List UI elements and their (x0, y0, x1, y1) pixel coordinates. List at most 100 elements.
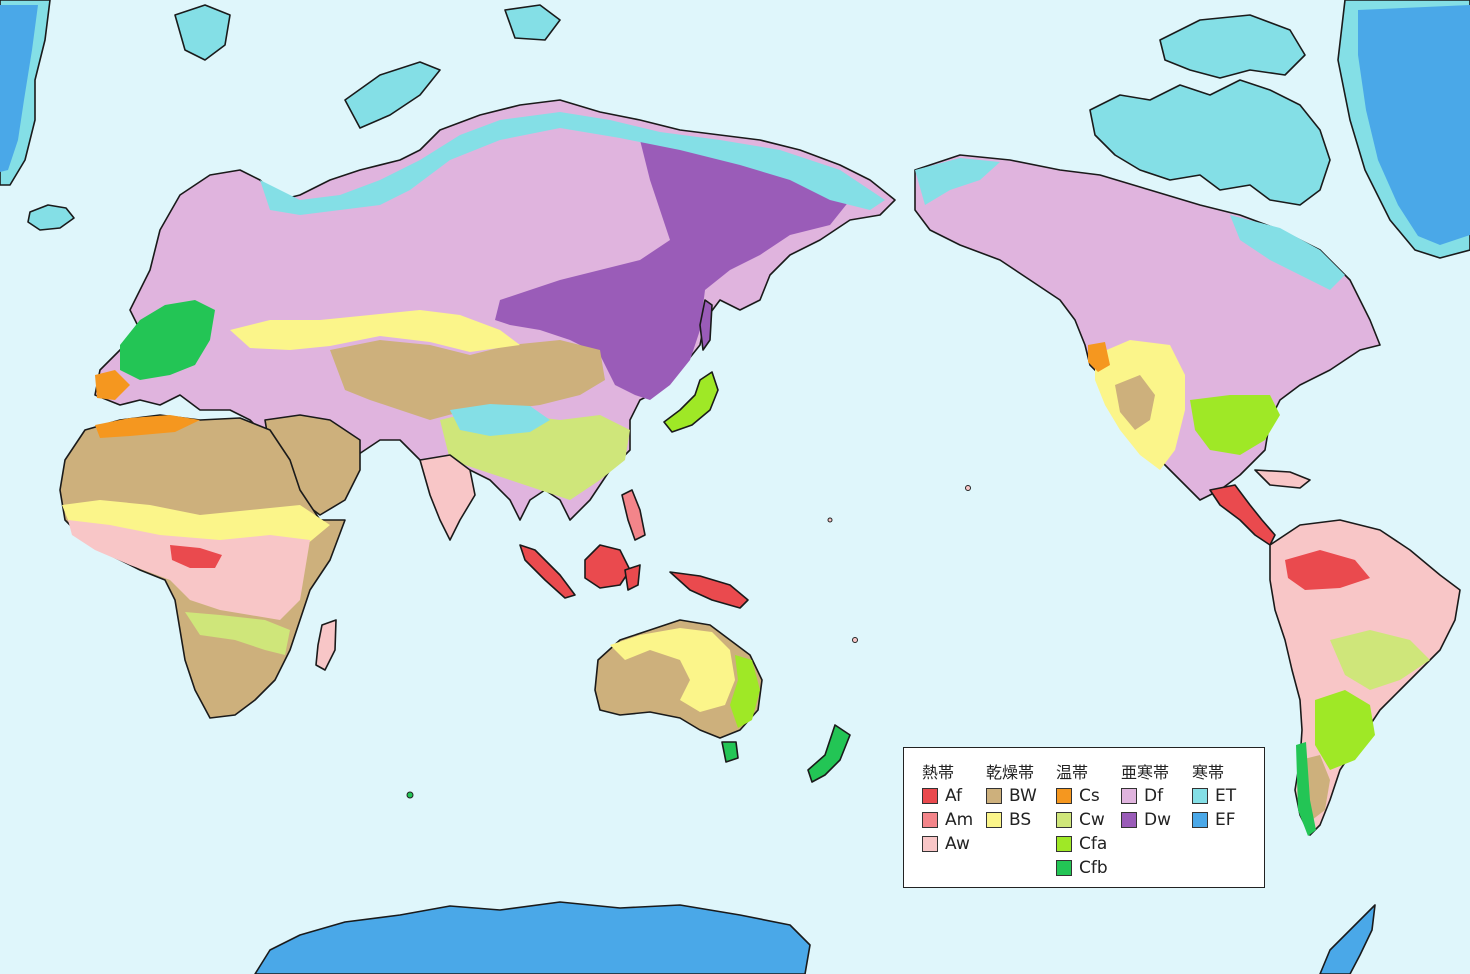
philippines (621, 489, 646, 541)
legend-entry: Am (922, 808, 973, 832)
pacific-island (827, 517, 833, 523)
central-america (1209, 484, 1276, 546)
legend-code: BW (1009, 786, 1037, 806)
legend-swatch (986, 788, 1002, 804)
legend-group-title: 寒帯 (1192, 763, 1225, 782)
new-guinea (669, 571, 749, 609)
legend-group-title: 乾燥帯 (986, 763, 1035, 782)
zone-dw-eurasia (495, 140, 850, 400)
legend-group: 熱帯 Af Am Aw (922, 762, 973, 856)
tasmania (721, 741, 739, 763)
zone-cfa-australia (730, 655, 760, 728)
svalbard (174, 4, 231, 61)
zone-af-congo (170, 545, 222, 568)
legend-code: Aw (945, 834, 970, 854)
legend-entry: EF (1192, 808, 1236, 832)
legend-entry: Cfb (1056, 856, 1108, 880)
legend-entry: Aw (922, 832, 973, 856)
legend-swatch (1121, 812, 1137, 828)
pacific-island (852, 637, 858, 643)
legend-code: EF (1215, 810, 1236, 830)
legend-entry: Af (922, 784, 973, 808)
zone-cs-california (1088, 342, 1110, 372)
legend-group: 温帯 Cs Cw Cfa Cfb (1056, 762, 1108, 880)
legend-entry: BS (986, 808, 1037, 832)
legend-code: Cfa (1079, 834, 1108, 854)
legend-swatch (922, 788, 938, 804)
zone-cw-brazil (1330, 630, 1430, 690)
legend-code: Cw (1079, 810, 1105, 830)
legend-entry: Cw (1056, 808, 1108, 832)
legend-code: ET (1215, 786, 1237, 806)
legend-swatch (1056, 836, 1072, 852)
legend-code: Af (945, 786, 963, 806)
legend-entry: Cs (1056, 784, 1108, 808)
greenland-west-ice (0, 5, 38, 172)
zone-af-amazon (1285, 550, 1370, 590)
zone-cfa-southeast-us (1190, 395, 1280, 455)
sumatra (519, 544, 576, 599)
zone-cfb-europe (120, 300, 215, 380)
legend-group-title: 亜寒帯 (1121, 763, 1170, 782)
legend-entry: Df (1121, 784, 1171, 808)
caribbean (1254, 469, 1311, 489)
arctic-islands (1089, 79, 1331, 206)
legend-swatch (1056, 812, 1072, 828)
legend-group-title: 熱帯 (922, 763, 955, 782)
pacific-island (965, 485, 971, 491)
zone-bw-central-asia (330, 340, 605, 420)
zone-bs-steppe (230, 310, 520, 352)
legend-code: Cs (1079, 786, 1100, 806)
legend-entry: ET (1192, 784, 1236, 808)
legend-swatch (1056, 860, 1072, 876)
legend-group: 亜寒帯 Df Dw (1121, 762, 1171, 832)
novaya-zemlya (344, 61, 441, 129)
legend-swatch (1192, 812, 1208, 828)
severnaya-zemlya (504, 4, 561, 41)
legend-entry: Cfa (1056, 832, 1108, 856)
legend-swatch (922, 812, 938, 828)
zone-aw-africa (68, 520, 310, 620)
legend-swatch (986, 812, 1002, 828)
legend-code: Am (945, 810, 974, 830)
zone-bw-west-us (1115, 375, 1155, 430)
legend-swatch (1056, 788, 1072, 804)
zone-et-arctic-coast (260, 112, 885, 215)
japan (663, 371, 719, 433)
zone-cs-north-africa (95, 415, 200, 438)
iceland (27, 204, 75, 231)
legend-swatch (1121, 788, 1137, 804)
zone-bs-australia (610, 628, 735, 712)
legend-code: BS (1009, 810, 1032, 830)
legend-code: Df (1144, 786, 1164, 806)
new-zealand (807, 724, 851, 783)
borneo (584, 544, 631, 589)
atlantic-island (406, 791, 414, 799)
zone-et-tibet (450, 404, 550, 436)
zone-cw-southern-africa (185, 612, 290, 655)
antarctica (254, 901, 811, 974)
sulawesi (624, 564, 641, 591)
climate-legend: 熱帯 Af Am Aw 乾燥帯 BW BS 温帯 Cs Cw Cfa Cfb 亜寒帯 Df Dw 寒帯 ET EF (903, 747, 1265, 888)
antarctica-east (1319, 904, 1376, 974)
india (419, 454, 476, 541)
zone-et-canada (1230, 215, 1345, 290)
zone-cs-mediterranean (95, 370, 130, 400)
legend-group: 乾燥帯 BW BS (986, 762, 1037, 832)
madagascar (315, 619, 337, 671)
sakhalin (699, 299, 713, 351)
legend-entry: BW (986, 784, 1037, 808)
zone-cfa-pampas (1315, 690, 1375, 770)
zone-cfb-chile (1296, 742, 1316, 836)
legend-swatch (922, 836, 938, 852)
legend-code: Dw (1144, 810, 1171, 830)
legend-group: 寒帯 ET EF (1192, 762, 1236, 832)
legend-code: Cfb (1079, 858, 1108, 878)
legend-swatch (1192, 788, 1208, 804)
legend-entry: Dw (1121, 808, 1171, 832)
legend-group-title: 温帯 (1056, 763, 1089, 782)
greenland-ice (1358, 5, 1470, 245)
arctic-islands-north (1159, 14, 1306, 79)
zone-et-alaska (915, 158, 1000, 205)
